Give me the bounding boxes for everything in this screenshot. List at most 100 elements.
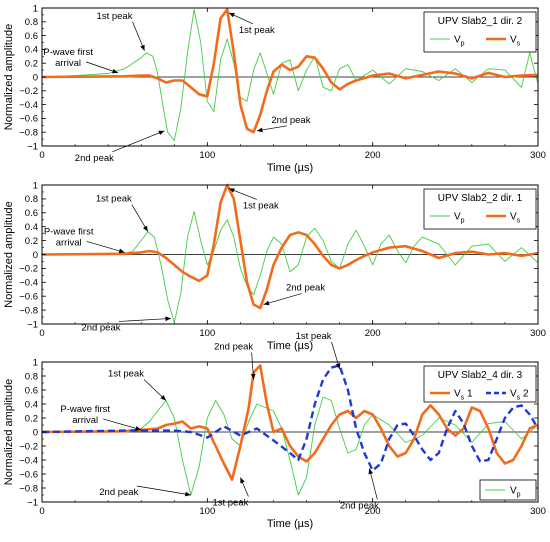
annotation-arrowhead [250,373,256,380]
data-point [521,445,522,446]
data-point [190,87,191,88]
x-tick-label: 0 [39,150,44,161]
data-point [347,264,348,265]
legend-box [479,479,537,501]
data-point [380,428,381,429]
data-point [152,56,153,57]
annotation: 1st peak [97,11,145,51]
data-point [529,414,530,415]
data-point [187,52,188,53]
series-line-vp [41,8,539,141]
legend-label: Vs [510,35,521,48]
data-point [124,68,125,69]
data-point [372,414,373,415]
data-point [422,435,423,436]
annotation-arrowhead [135,426,142,431]
annotation: 1st peak [228,188,279,211]
data-point [182,421,183,422]
data-point [289,70,290,71]
y-tick-label: −0.4 [19,455,38,466]
data-point [339,89,340,90]
data-point [331,264,332,265]
data-point [504,76,505,77]
data-point [339,268,340,269]
data-point [372,75,373,76]
data-point [233,237,234,238]
annotation-arrowhead [228,12,235,18]
y-axis-label: Normalized amplitude [3,201,15,307]
data-point [339,68,340,69]
data-point [521,405,522,406]
data-point [167,132,168,133]
y-tick-label: −1 [27,497,38,508]
data-point [447,428,448,429]
data-point [389,424,390,425]
annotation: 2nd peak [81,316,171,333]
data-point [182,459,183,460]
annotation-arrow [85,61,119,74]
data-point [182,80,183,81]
data-point [141,240,142,241]
data-point [240,268,241,269]
y-tick-label: 0 [33,427,38,438]
panel-3: −1 −0.8 −0.6 −0.4 −0.2 0 0.2 0.4 0.6 0.8 1 0 100 200 3… [3,331,546,530]
y-tick-label: 1 [33,3,38,14]
y-tick-label: 0.4 [25,222,38,233]
y-tick-label: 0.2 [25,59,38,70]
data-point [323,255,324,256]
data-point [132,250,133,251]
x-tick-label: 0 [39,506,44,517]
x-tick-label: 300 [530,328,546,339]
annotation: 2nd peak [263,283,325,306]
annotation-arrowhead [256,127,263,133]
y-tick-label: 0 [33,250,38,261]
data-point [253,294,254,295]
data-point [372,470,373,471]
data-point [438,414,439,415]
data-point [463,423,464,424]
data-point [266,289,267,290]
data-point [213,244,214,245]
data-point [488,244,489,245]
data-point [356,417,357,418]
data-point [174,423,175,424]
data-point [207,428,208,429]
x-tick-label: 0 [39,328,44,339]
data-point [174,417,175,418]
data-point [389,83,390,84]
data-point [471,78,472,79]
data-point [141,252,142,253]
data-point [200,42,201,43]
data-point [314,424,315,425]
annotation-arrowhead [140,44,145,51]
data-point [289,234,290,235]
data-point [199,466,200,467]
data-point [356,80,357,81]
data-point [314,452,315,453]
y-tick-label: 0.8 [25,194,38,205]
y-tick-label: 0 [33,72,38,83]
data-point [200,240,201,241]
data-point [180,107,181,108]
series-line-vs [41,183,539,310]
legend-title: UPV Slab2_1 dir. 2 [438,16,523,27]
data-point [149,250,150,251]
data-point [405,78,406,79]
data-point [331,367,332,368]
data-point [347,64,348,65]
data-point [227,38,228,39]
data-point [364,452,365,453]
data-point [266,73,267,74]
data-point [521,87,522,88]
data-point [187,237,188,238]
data-point [215,445,216,446]
data-point [513,407,514,408]
data-point [213,111,214,112]
data-point [227,9,228,10]
data-point [504,417,505,418]
data-point [281,428,282,429]
y-tick-label: 0.8 [25,17,38,28]
data-point [157,73,158,74]
annotation: 2nd peak [75,130,165,164]
